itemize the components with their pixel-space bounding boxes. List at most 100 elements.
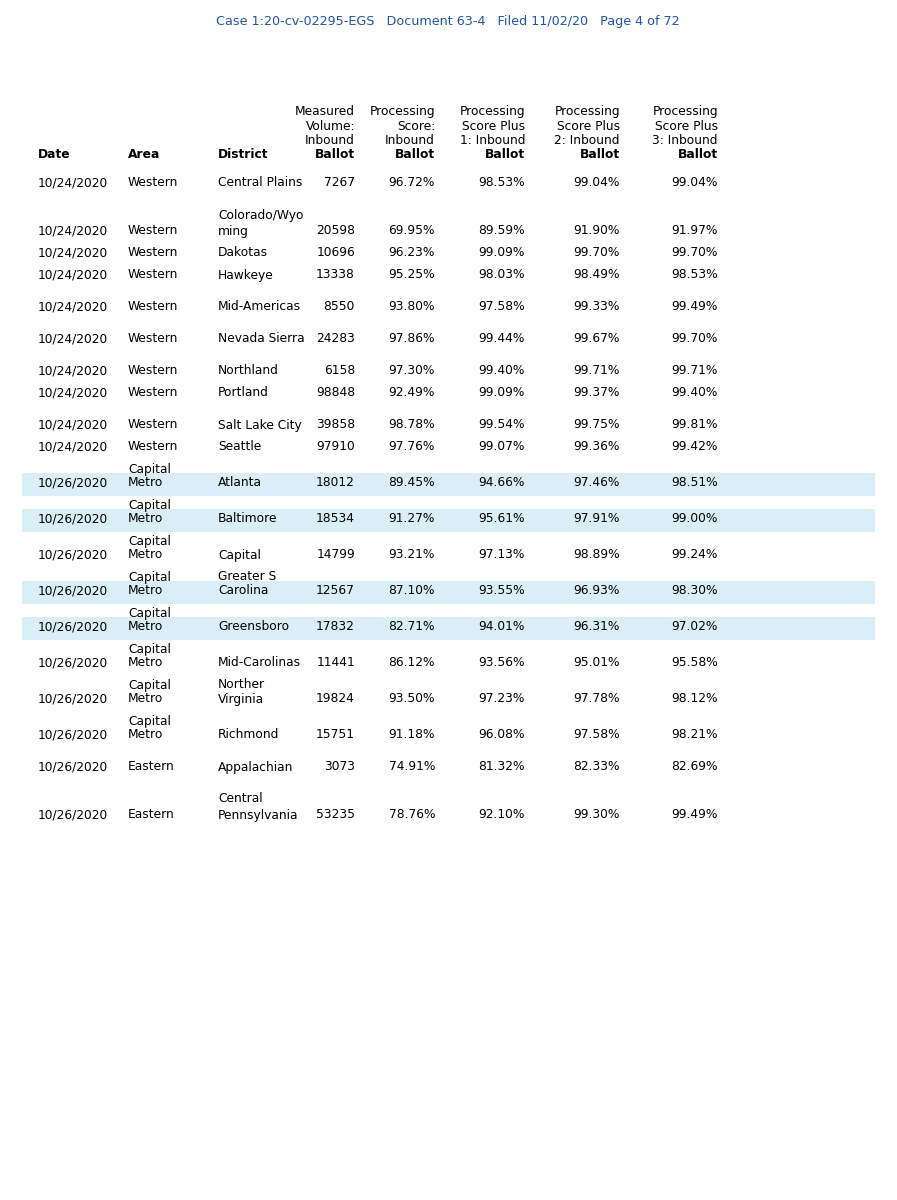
Text: 97.58%: 97.58% xyxy=(478,300,525,313)
Text: 92.10%: 92.10% xyxy=(479,809,525,822)
Text: 99.04%: 99.04% xyxy=(672,176,718,190)
Text: 95.61%: 95.61% xyxy=(478,512,525,526)
Text: 98.51%: 98.51% xyxy=(671,476,718,490)
Text: 10/26/2020: 10/26/2020 xyxy=(38,656,109,670)
Text: 17832: 17832 xyxy=(316,620,355,634)
Text: Ballot: Ballot xyxy=(678,149,718,162)
Text: 99.71%: 99.71% xyxy=(573,365,620,378)
Text: 10/24/2020: 10/24/2020 xyxy=(38,224,109,238)
Text: Metro: Metro xyxy=(128,620,163,634)
Text: 96.72%: 96.72% xyxy=(388,176,435,190)
Text: 24283: 24283 xyxy=(316,332,355,346)
Text: 89.59%: 89.59% xyxy=(478,224,525,238)
Text: 82.69%: 82.69% xyxy=(672,761,718,774)
Text: 10/24/2020: 10/24/2020 xyxy=(38,332,109,346)
Text: Processing: Processing xyxy=(370,104,435,118)
Text: 99.09%: 99.09% xyxy=(479,246,525,259)
Text: 94.66%: 94.66% xyxy=(479,476,525,490)
Text: Measured: Measured xyxy=(295,104,355,118)
Text: Western: Western xyxy=(128,440,179,454)
Text: Processing: Processing xyxy=(652,104,718,118)
Text: 99.49%: 99.49% xyxy=(672,809,718,822)
Text: Baltimore: Baltimore xyxy=(218,512,277,526)
Text: 99.40%: 99.40% xyxy=(479,365,525,378)
Text: Mid-Carolinas: Mid-Carolinas xyxy=(218,656,301,670)
Bar xyxy=(22,473,875,496)
Text: 99.36%: 99.36% xyxy=(573,440,620,454)
Text: 7267: 7267 xyxy=(324,176,355,190)
Text: 97.91%: 97.91% xyxy=(573,512,620,526)
Text: 10/24/2020: 10/24/2020 xyxy=(38,269,109,282)
Text: Carolina: Carolina xyxy=(218,584,268,598)
Text: ming: ming xyxy=(218,224,248,238)
Text: 69.95%: 69.95% xyxy=(388,224,435,238)
Text: 10/24/2020: 10/24/2020 xyxy=(38,176,109,190)
Text: 10696: 10696 xyxy=(317,246,355,259)
Text: 96.23%: 96.23% xyxy=(388,246,435,259)
Text: Score Plus: Score Plus xyxy=(557,120,620,132)
Text: 96.08%: 96.08% xyxy=(478,728,525,742)
Text: Capital: Capital xyxy=(128,462,170,475)
Text: 10/26/2020: 10/26/2020 xyxy=(38,761,109,774)
Text: 98.53%: 98.53% xyxy=(478,176,525,190)
Text: 97910: 97910 xyxy=(317,440,355,454)
Text: 10/26/2020: 10/26/2020 xyxy=(38,728,109,742)
Text: Capital: Capital xyxy=(128,570,170,583)
Text: Score Plus: Score Plus xyxy=(655,120,718,132)
Text: 10/26/2020: 10/26/2020 xyxy=(38,548,109,562)
Text: 99.42%: 99.42% xyxy=(672,440,718,454)
Bar xyxy=(22,509,875,532)
Text: 99.44%: 99.44% xyxy=(479,332,525,346)
Text: Western: Western xyxy=(128,332,179,346)
Text: 98.53%: 98.53% xyxy=(671,269,718,282)
Text: 10/24/2020: 10/24/2020 xyxy=(38,300,109,313)
Text: 10/24/2020: 10/24/2020 xyxy=(38,386,109,400)
Text: Metro: Metro xyxy=(128,512,163,526)
Text: Western: Western xyxy=(128,224,179,238)
Text: Central: Central xyxy=(218,792,263,805)
Text: 99.67%: 99.67% xyxy=(573,332,620,346)
Text: Central Plains: Central Plains xyxy=(218,176,302,190)
Text: 97.23%: 97.23% xyxy=(479,692,525,706)
Text: 18012: 18012 xyxy=(316,476,355,490)
Text: Ballot: Ballot xyxy=(485,149,525,162)
Text: Northland: Northland xyxy=(218,365,279,378)
Text: Metro: Metro xyxy=(128,476,163,490)
Text: Hawkeye: Hawkeye xyxy=(218,269,274,282)
Text: Western: Western xyxy=(128,246,179,259)
Text: 91.90%: 91.90% xyxy=(573,224,620,238)
Text: 74.91%: 74.91% xyxy=(388,761,435,774)
Text: Capital: Capital xyxy=(128,498,170,511)
Text: Western: Western xyxy=(128,176,179,190)
Text: 81.32%: 81.32% xyxy=(478,761,525,774)
Text: 99.75%: 99.75% xyxy=(573,419,620,432)
Text: 98.21%: 98.21% xyxy=(672,728,718,742)
Text: Ballot: Ballot xyxy=(315,149,355,162)
Text: 82.33%: 82.33% xyxy=(573,761,620,774)
Text: 97.13%: 97.13% xyxy=(479,548,525,562)
Text: 97.78%: 97.78% xyxy=(573,692,620,706)
Text: Case 1:20-cv-02295-EGS   Document 63-4   Filed 11/02/20   Page 4 of 72: Case 1:20-cv-02295-EGS Document 63-4 Fil… xyxy=(216,14,680,28)
Text: 2: Inbound: 2: Inbound xyxy=(554,134,620,146)
Text: 20598: 20598 xyxy=(316,224,355,238)
Text: 78.76%: 78.76% xyxy=(388,809,435,822)
Text: 98848: 98848 xyxy=(316,386,355,400)
Text: Score Plus: Score Plus xyxy=(462,120,525,132)
Text: 18534: 18534 xyxy=(316,512,355,526)
Text: 96.93%: 96.93% xyxy=(573,584,620,598)
Text: 10/24/2020: 10/24/2020 xyxy=(38,440,109,454)
Text: Metro: Metro xyxy=(128,656,163,670)
Text: 92.49%: 92.49% xyxy=(388,386,435,400)
Text: 8550: 8550 xyxy=(324,300,355,313)
Text: Date: Date xyxy=(38,149,71,162)
Text: 14799: 14799 xyxy=(317,548,355,562)
Text: 12567: 12567 xyxy=(316,584,355,598)
Text: 99.00%: 99.00% xyxy=(672,512,718,526)
Text: Capital: Capital xyxy=(128,534,170,547)
Text: Nevada Sierra: Nevada Sierra xyxy=(218,332,305,346)
Text: Eastern: Eastern xyxy=(128,761,175,774)
Text: 10/26/2020: 10/26/2020 xyxy=(38,476,109,490)
Text: Colorado/Wyo: Colorado/Wyo xyxy=(218,209,303,222)
Text: 10/24/2020: 10/24/2020 xyxy=(38,419,109,432)
Text: 98.03%: 98.03% xyxy=(478,269,525,282)
